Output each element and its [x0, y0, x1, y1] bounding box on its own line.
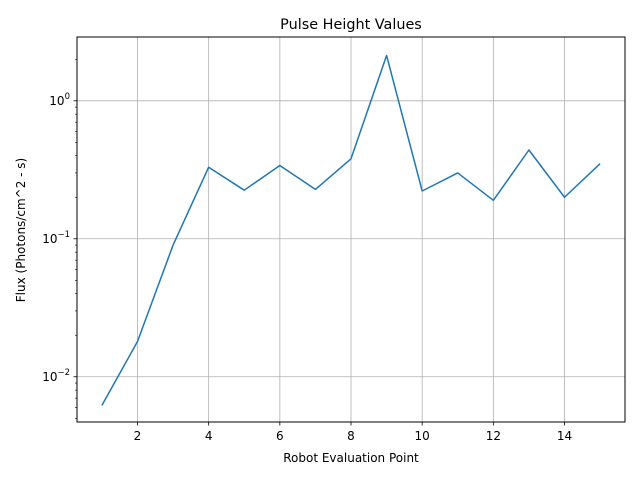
- x-tick-label: 10: [415, 429, 430, 443]
- x-tick-label: 12: [486, 429, 501, 443]
- x-tick-label: 4: [205, 429, 213, 443]
- y-tick-label: 10−1: [42, 230, 70, 246]
- x-tick-label: 2: [134, 429, 142, 443]
- grid-lines: [77, 37, 625, 422]
- tick-marks: [73, 58, 565, 426]
- y-tick-labels: 10−2 10−1 100: [42, 92, 70, 384]
- y-tick-label: 100: [49, 92, 70, 108]
- x-tick-labels: 2 4 6 8 10 12 14: [134, 429, 572, 443]
- x-tick-label: 8: [347, 429, 355, 443]
- y-tick-label: 10−2: [42, 368, 70, 384]
- x-tick-label: 14: [557, 429, 572, 443]
- x-tick-label: 6: [276, 429, 284, 443]
- y-axis-label: Flux (Photons/cm^2 - s): [14, 158, 28, 302]
- chart-title: Pulse Height Values: [280, 17, 422, 33]
- x-axis-label: Robot Evaluation Point: [283, 451, 419, 465]
- series-line-layer: [101, 54, 601, 406]
